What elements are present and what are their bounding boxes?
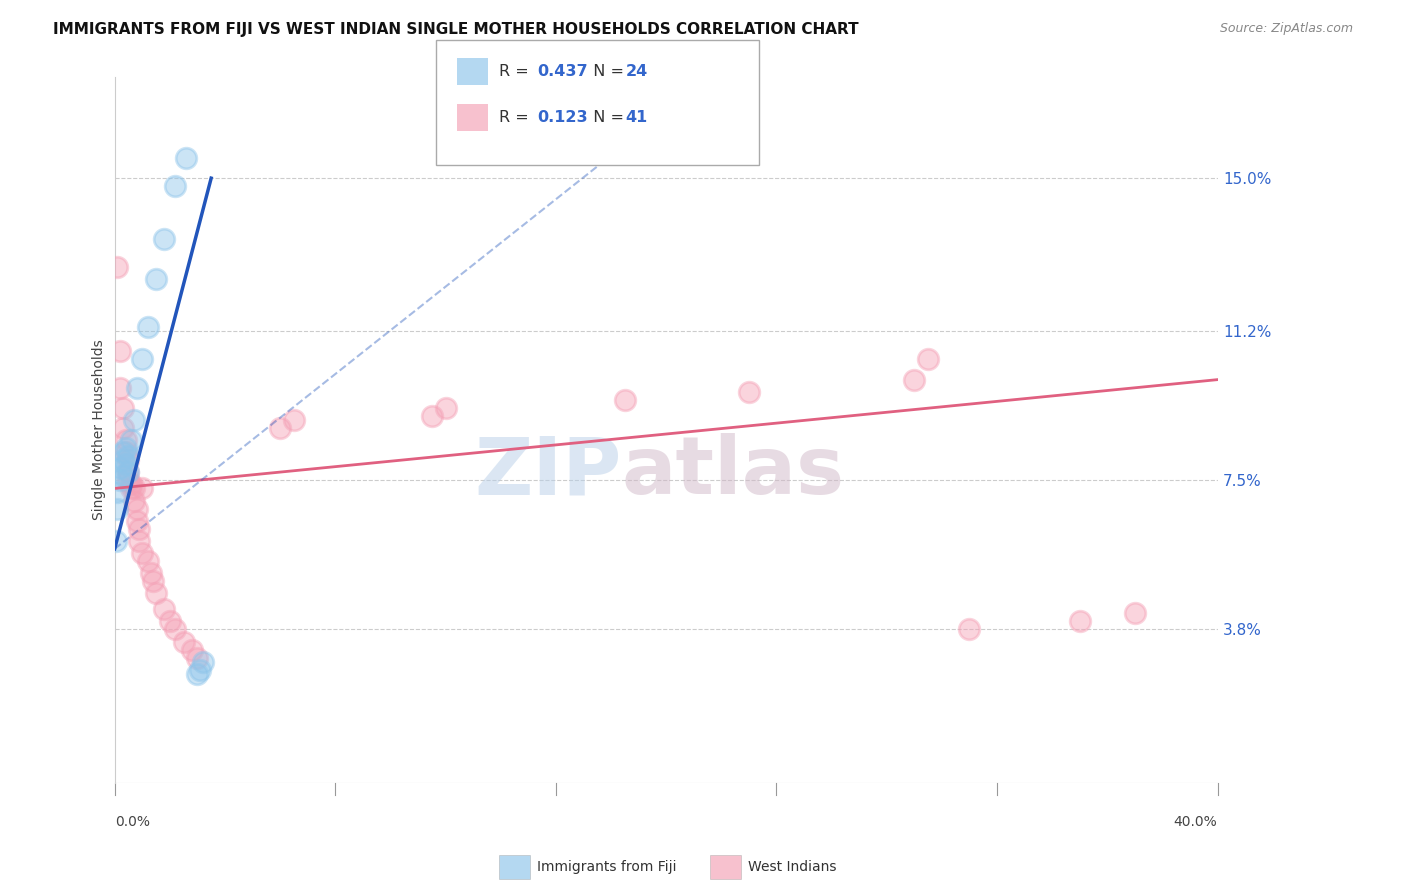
- Point: [111, 401, 134, 415]
- Point: [111, 421, 134, 435]
- Point: [957, 623, 980, 637]
- Point: [903, 373, 925, 387]
- Text: atlas: atlas: [621, 434, 845, 511]
- Point: [117, 474, 139, 488]
- Text: IMMIGRANTS FROM FIJI VS WEST INDIAN SINGLE MOTHER HOUSEHOLDS CORRELATION CHART: IMMIGRANTS FROM FIJI VS WEST INDIAN SING…: [53, 22, 859, 37]
- Point: [131, 482, 153, 496]
- Point: [176, 151, 198, 165]
- Point: [139, 566, 162, 580]
- Point: [105, 533, 128, 548]
- Point: [738, 384, 761, 399]
- Point: [125, 501, 148, 516]
- Text: West Indians: West Indians: [748, 860, 837, 874]
- Point: [1123, 607, 1146, 621]
- Text: 0.437: 0.437: [537, 64, 588, 78]
- Point: [117, 465, 139, 479]
- Point: [120, 477, 142, 491]
- Point: [131, 546, 153, 560]
- Point: [108, 381, 131, 395]
- Point: [153, 602, 176, 616]
- Point: [142, 574, 165, 588]
- Point: [128, 522, 150, 536]
- Point: [136, 554, 159, 568]
- Point: [125, 514, 148, 528]
- Point: [117, 465, 139, 479]
- Point: [107, 260, 129, 274]
- Point: [122, 493, 145, 508]
- Point: [180, 642, 202, 657]
- Point: [1069, 615, 1091, 629]
- Point: [128, 533, 150, 548]
- Point: [153, 231, 176, 245]
- Point: [145, 586, 167, 600]
- Point: [420, 409, 443, 423]
- Point: [159, 615, 181, 629]
- Point: [111, 445, 134, 459]
- Point: [108, 461, 131, 475]
- Point: [136, 320, 159, 334]
- Text: R =: R =: [499, 111, 534, 125]
- Text: 41: 41: [626, 111, 648, 125]
- Point: [114, 445, 136, 459]
- Y-axis label: Single Mother Households: Single Mother Households: [93, 340, 107, 520]
- Point: [917, 352, 939, 367]
- Point: [114, 457, 136, 471]
- Text: ZIP: ZIP: [475, 434, 621, 511]
- Point: [145, 272, 167, 286]
- Point: [114, 441, 136, 455]
- Text: 24: 24: [626, 64, 648, 78]
- Point: [120, 482, 142, 496]
- Point: [186, 650, 208, 665]
- Point: [108, 474, 131, 488]
- Text: Source: ZipAtlas.com: Source: ZipAtlas.com: [1219, 22, 1353, 36]
- Point: [111, 469, 134, 483]
- Text: 40.0%: 40.0%: [1174, 814, 1218, 829]
- Point: [107, 501, 129, 516]
- Point: [188, 663, 211, 677]
- Point: [186, 666, 208, 681]
- Point: [131, 352, 153, 367]
- Point: [122, 482, 145, 496]
- Text: 0.0%: 0.0%: [115, 814, 149, 829]
- Text: R =: R =: [499, 64, 534, 78]
- Point: [269, 421, 291, 435]
- Point: [122, 413, 145, 427]
- Point: [613, 392, 636, 407]
- Point: [125, 381, 148, 395]
- Point: [117, 453, 139, 467]
- Point: [107, 485, 129, 500]
- Point: [111, 453, 134, 467]
- Point: [120, 433, 142, 447]
- Point: [114, 433, 136, 447]
- Point: [191, 655, 214, 669]
- Point: [165, 623, 187, 637]
- Point: [434, 401, 457, 415]
- Point: [165, 179, 187, 194]
- Point: [108, 344, 131, 359]
- Point: [173, 634, 195, 648]
- Text: N =: N =: [583, 111, 630, 125]
- Point: [117, 449, 139, 463]
- Point: [283, 413, 305, 427]
- Text: Immigrants from Fiji: Immigrants from Fiji: [537, 860, 676, 874]
- Text: 0.123: 0.123: [537, 111, 588, 125]
- Text: N =: N =: [583, 64, 630, 78]
